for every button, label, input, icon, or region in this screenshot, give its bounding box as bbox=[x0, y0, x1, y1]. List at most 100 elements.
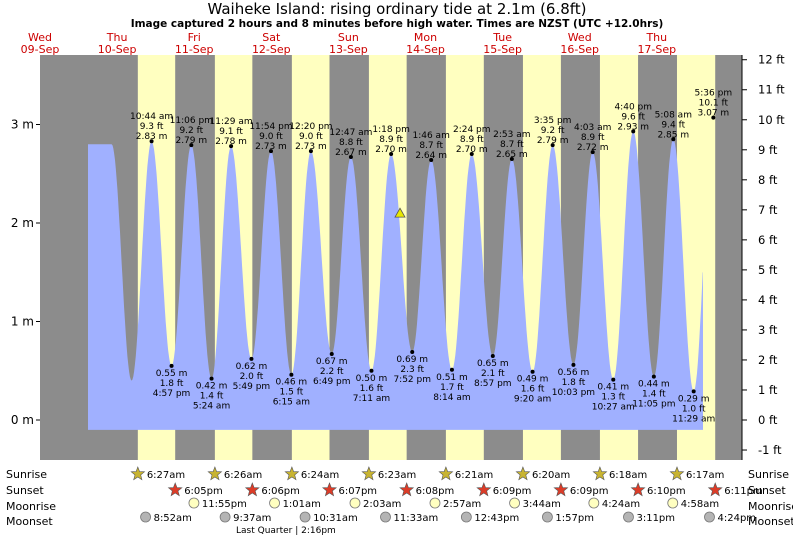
low-tide-label: 11:05 pm bbox=[632, 400, 675, 410]
low-tide-label: 9:20 am bbox=[514, 395, 551, 405]
high-tide-label: 5:36 pm bbox=[695, 89, 733, 99]
high-tide-label: 3:35 pm bbox=[534, 116, 572, 126]
sunrise-row-label-left: Sunrise bbox=[6, 468, 47, 481]
sunrise-icon bbox=[592, 466, 608, 481]
high-tide-point bbox=[389, 152, 394, 157]
high-tide-point bbox=[189, 143, 194, 148]
high-tide-label: 2:53 am bbox=[493, 130, 530, 140]
moonrise-row-label-left: Moonrise bbox=[6, 500, 56, 513]
high-tide-label: 9.6 ft bbox=[621, 112, 645, 122]
low-tide-label: 0.55 m bbox=[156, 369, 188, 379]
low-tide-point bbox=[410, 350, 415, 355]
low-tide-label: 0.62 m bbox=[236, 362, 268, 372]
moonrise-time: 2:03am bbox=[363, 499, 401, 510]
high-tide-label: 8.9 ft bbox=[460, 135, 484, 145]
sunrise-time: 6:24am bbox=[301, 470, 339, 481]
right-axis-tick-label: 6 ft bbox=[758, 233, 778, 247]
left-axis-tick-label: 3 m bbox=[11, 118, 34, 132]
low-tide-point bbox=[369, 368, 374, 373]
right-axis-tick-label: 0 ft bbox=[758, 413, 778, 427]
sunrise-icon bbox=[669, 466, 685, 481]
low-tide-label: 0.49 m bbox=[517, 375, 549, 385]
sunrise-icon bbox=[130, 466, 146, 481]
right-axis-tick-label: 11 ft bbox=[758, 83, 785, 97]
high-tide-label: 2.70 m bbox=[456, 145, 488, 155]
high-tide-label: 5:08 am bbox=[655, 110, 692, 120]
sunset-time: 6:11pm bbox=[724, 486, 763, 497]
sunrise-time: 6:20am bbox=[532, 470, 570, 481]
high-tide-label: 12:20 pm bbox=[289, 122, 332, 132]
low-tide-point bbox=[169, 363, 174, 368]
high-tide-label: 9.4 ft bbox=[661, 120, 685, 130]
high-tide-label: 11:54 pm bbox=[249, 122, 292, 132]
low-tide-label: 8:57 pm bbox=[474, 379, 512, 389]
moonset-icon bbox=[299, 511, 311, 523]
low-tide-label: 10:03 pm bbox=[552, 388, 595, 398]
sunrise-time: 6:17am bbox=[686, 470, 724, 481]
left-axis-tick-label: 2 m bbox=[11, 216, 34, 230]
sunrise-time: 6:21am bbox=[455, 470, 493, 481]
left-axis-tick-label: 1 m bbox=[11, 315, 34, 329]
sunset-icon bbox=[321, 482, 338, 497]
right-axis-tick-label: 5 ft bbox=[758, 263, 778, 277]
day-name-label: Sun bbox=[338, 31, 359, 44]
sunrise-time: 6:27am bbox=[147, 470, 185, 481]
high-tide-point bbox=[429, 157, 434, 162]
high-tide-label: 8.8 ft bbox=[339, 138, 363, 148]
chart-subtitle: Image captured 2 hours and 8 minutes bef… bbox=[131, 18, 664, 30]
high-tide-point bbox=[671, 137, 676, 142]
chart-title: Waiheke Island: rising ordinary tide at … bbox=[207, 0, 586, 18]
low-tide-label: 0.29 m bbox=[678, 394, 710, 404]
day-name-label: Thu bbox=[106, 31, 128, 44]
high-tide-label: 8.7 ft bbox=[500, 140, 524, 150]
low-tide-label: 1.7 ft bbox=[440, 383, 464, 393]
day-date-label: 10-Sep bbox=[98, 43, 137, 56]
sunset-time: 6:09pm bbox=[570, 486, 609, 497]
right-axis-tick-label: 9 ft bbox=[758, 143, 778, 157]
high-tide-label: 4:40 pm bbox=[614, 102, 652, 112]
low-tide-label: 6:15 am bbox=[273, 398, 310, 408]
low-tide-label: 0.67 m bbox=[316, 357, 348, 367]
high-tide-label: 8.9 ft bbox=[581, 133, 605, 143]
high-tide-point bbox=[711, 115, 716, 120]
low-tide-label: 11:29 am bbox=[672, 414, 715, 424]
high-tide-label: 2.67 m bbox=[335, 148, 367, 158]
high-tide-label: 2.65 m bbox=[496, 150, 528, 160]
low-tide-label: 1.0 ft bbox=[682, 404, 706, 414]
day-name-label: Tue bbox=[492, 31, 512, 44]
right-axis-tick-label: 3 ft bbox=[758, 323, 778, 337]
high-tide-label: 9.2 ft bbox=[179, 126, 203, 136]
right-axis-tick-label: -1 ft bbox=[758, 443, 782, 457]
day-date-label: 12-Sep bbox=[252, 43, 291, 56]
low-tide-label: 0.44 m bbox=[638, 380, 670, 390]
low-tide-label: 0.41 m bbox=[597, 383, 629, 393]
low-tide-point bbox=[571, 362, 576, 367]
low-tide-label: 2.3 ft bbox=[400, 365, 424, 375]
high-tide-label: 8.7 ft bbox=[419, 141, 443, 151]
high-tide-point bbox=[509, 156, 514, 161]
sunrise-icon bbox=[284, 466, 300, 481]
moonset-icon bbox=[704, 511, 715, 523]
day-name-label: Sat bbox=[262, 31, 281, 44]
low-tide-label: 8:14 am bbox=[433, 393, 470, 403]
high-tide-label: 2.83 m bbox=[136, 132, 168, 142]
high-tide-label: 2:24 pm bbox=[453, 125, 491, 135]
low-tide-label: 1.4 ft bbox=[642, 390, 666, 400]
moonset-time: 10:31am bbox=[313, 513, 358, 524]
right-axis-tick-label: 1 ft bbox=[758, 383, 778, 397]
high-tide-label: 9.0 ft bbox=[259, 132, 283, 142]
low-tide-point bbox=[449, 367, 454, 372]
low-tide-point bbox=[209, 376, 214, 381]
high-tide-label: 4:03 am bbox=[574, 123, 611, 133]
moonrise-time: 1:01am bbox=[283, 499, 321, 510]
high-tide-label: 2.73 m bbox=[255, 142, 287, 152]
low-tide-label: 1.6 ft bbox=[360, 384, 384, 394]
moonset-row-label-left: Moonset bbox=[6, 515, 53, 528]
high-tide-point bbox=[550, 143, 555, 148]
axes: 0 m 1 m 2 m 3 m -1 ft 0 ft 1 ft 2 ft 3 ft 4 ft 5 f… bbox=[11, 53, 785, 460]
high-tide-label: 10:44 am bbox=[130, 112, 173, 122]
day-date-label: 16-Sep bbox=[560, 43, 599, 56]
moonrise-time: 4:24am bbox=[602, 499, 640, 510]
